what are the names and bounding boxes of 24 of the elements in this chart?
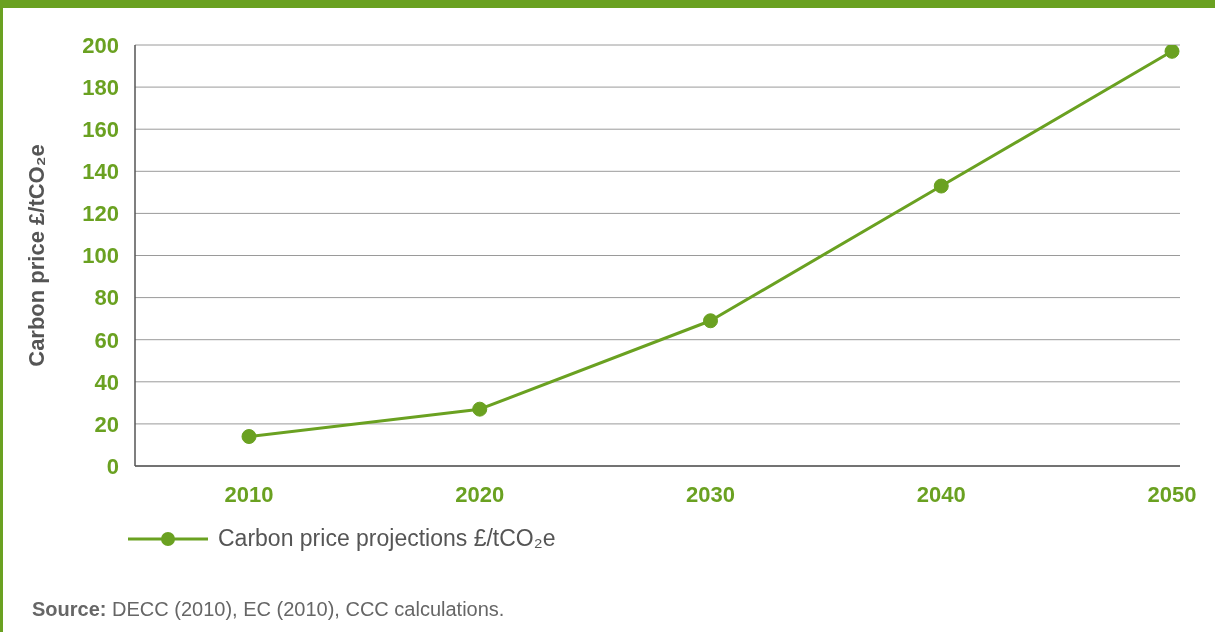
y-tick-label: 80 [94,285,119,311]
legend-label: Carbon price projections £/tCO₂e [218,525,556,552]
y-tick-label: 20 [94,411,119,437]
y-tick-label: 200 [82,32,119,58]
x-tick-label: 2050 [1147,481,1197,507]
x-tick-label: 2030 [686,481,735,507]
point [1164,45,1180,59]
x-tick-label: 2020 [455,481,505,507]
y-tick-label: 100 [82,243,119,269]
y-tick-label: 40 [94,369,119,395]
source-note: Source: DECC (2010), EC (2010), CCC calculations. [32,598,505,620]
point [472,401,488,417]
y-tick-label: 120 [82,201,119,227]
y-axis-title: Carbon price £/tCO₂e [23,144,49,367]
y-tick-label: 180 [82,74,119,100]
x-tick-label: 2010 [224,481,274,507]
y-tick-label: 160 [82,117,119,143]
point [703,313,718,329]
point [241,429,257,445]
x-tick-label: 2040 [916,481,966,507]
y-tick-label: 60 [94,327,119,353]
point [933,178,949,194]
y-tick-label: 0 [106,453,119,479]
y-tick-label: 140 [82,159,119,185]
